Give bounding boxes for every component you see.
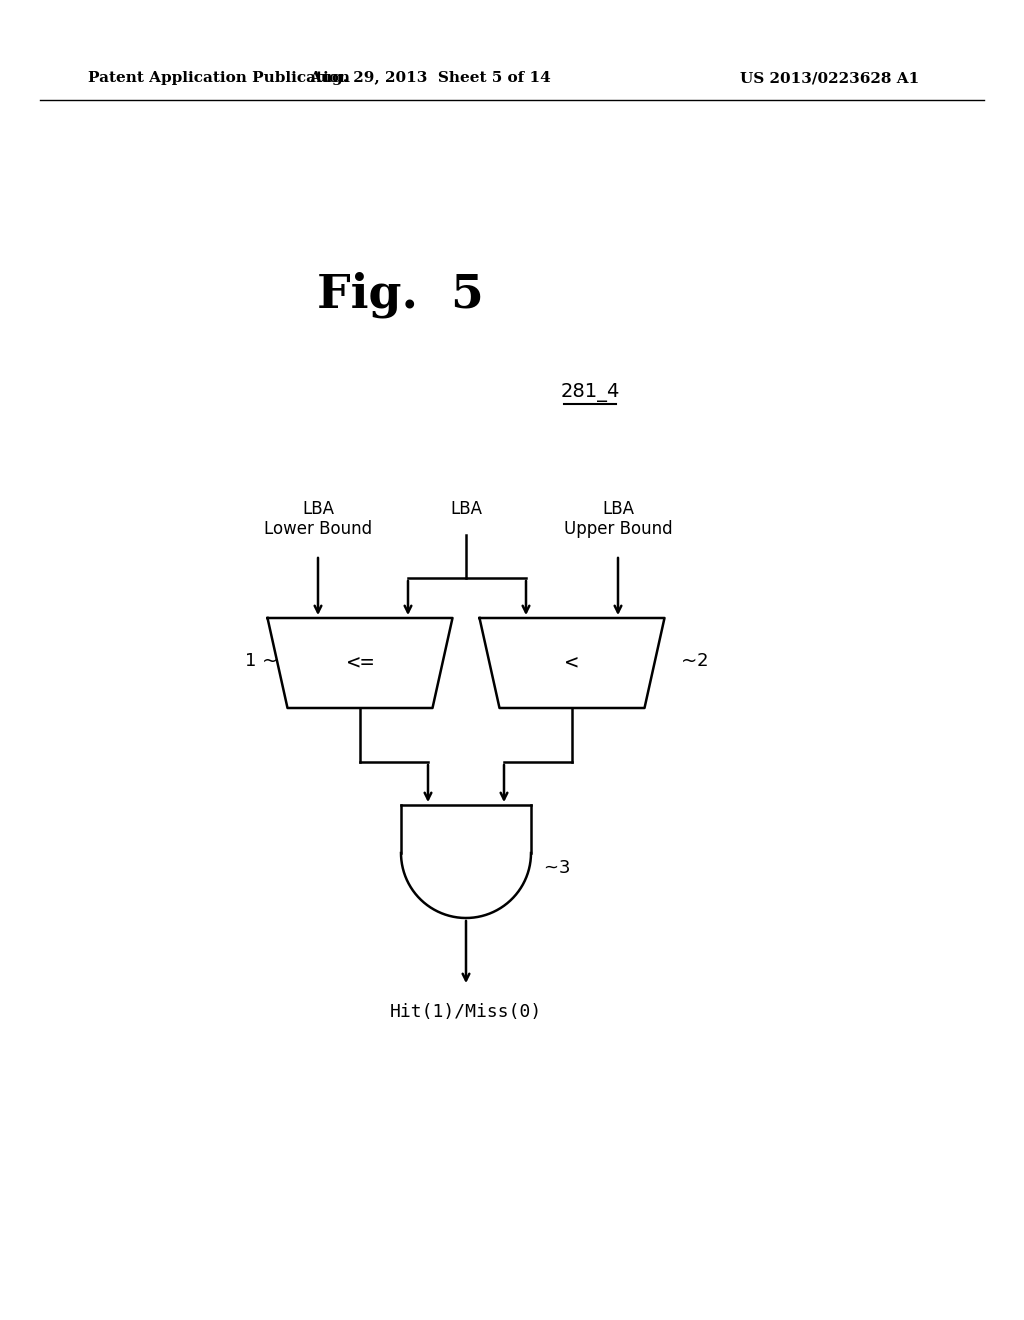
Text: Aug. 29, 2013  Sheet 5 of 14: Aug. 29, 2013 Sheet 5 of 14: [309, 71, 551, 84]
Text: <: <: [565, 653, 579, 673]
Text: Patent Application Publication: Patent Application Publication: [88, 71, 350, 84]
Text: <=: <=: [347, 653, 374, 673]
Text: Fig.  5: Fig. 5: [316, 272, 483, 318]
Text: Hit(1)/Miss(0): Hit(1)/Miss(0): [390, 1003, 542, 1020]
Text: 1: 1: [245, 652, 256, 671]
Text: Lower Bound: Lower Bound: [264, 520, 372, 539]
Text: 3: 3: [559, 859, 570, 876]
Text: 281_4: 281_4: [560, 384, 620, 403]
Text: LBA: LBA: [602, 500, 634, 517]
Text: LBA: LBA: [450, 500, 482, 517]
Text: US 2013/0223628 A1: US 2013/0223628 A1: [740, 71, 920, 84]
Text: LBA: LBA: [302, 500, 334, 517]
Text: ~: ~: [681, 652, 697, 671]
Text: 2: 2: [697, 652, 709, 671]
Text: ~: ~: [543, 859, 558, 876]
Text: Upper Bound: Upper Bound: [563, 520, 673, 539]
Text: ~: ~: [262, 652, 279, 671]
